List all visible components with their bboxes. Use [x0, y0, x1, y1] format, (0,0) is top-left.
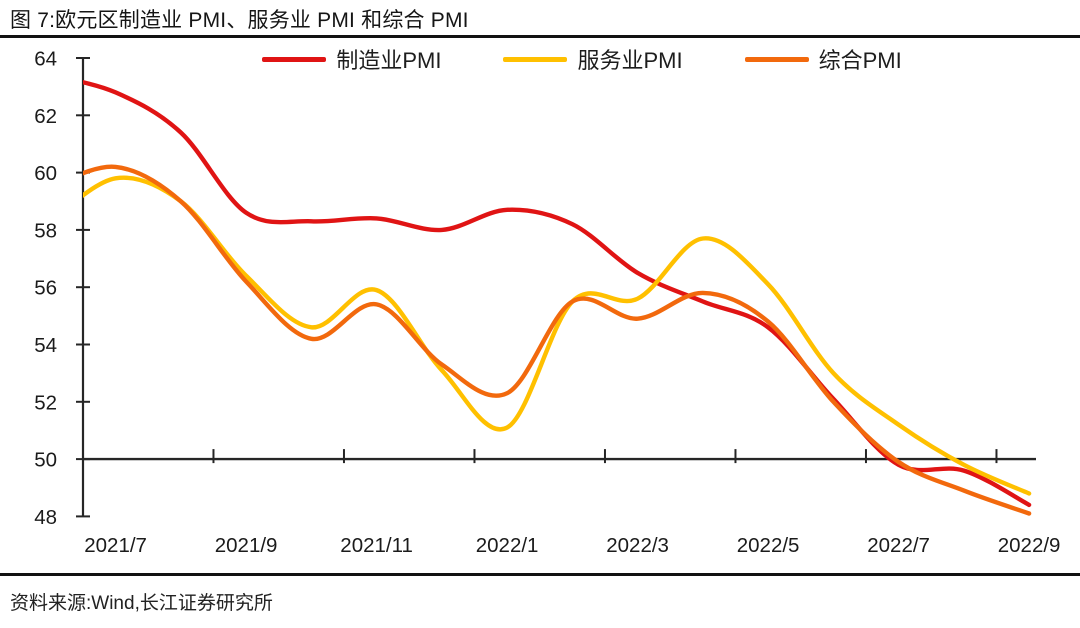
x-tick-label: 2022/1: [476, 534, 539, 557]
x-tick-label: 2022/9: [998, 534, 1061, 557]
composite-pmi-line: [83, 164, 1032, 516]
legend-swatch: [262, 56, 327, 62]
services-pmi-line: [83, 175, 1032, 496]
figure-source: 资料来源:Wind,长江证券研究所: [0, 573, 1080, 628]
x-tick-label: 2022/5: [737, 534, 800, 557]
y-tick-label: 64: [34, 48, 57, 71]
source-text: 资料来源:Wind,长江证券研究所: [10, 593, 273, 614]
x-tick-label: 2022/7: [867, 534, 930, 557]
legend-item-services-pmi: 服务业PMI: [503, 43, 683, 75]
figure-header: 图 7:欧元区制造业 PMI、服务业 PMI 和综合 PMI: [0, 0, 1080, 38]
chart-legend: 制造业PMI 服务业PMI 综合PMI: [0, 44, 1080, 74]
x-tick-label: 2021/11: [340, 534, 413, 557]
y-tick-label: 60: [34, 162, 57, 185]
x-tick-label: 2021/9: [215, 534, 278, 557]
manufacturing-pmi-line: [83, 79, 1032, 508]
legend-label: 服务业PMI: [577, 48, 683, 73]
legend-label: 制造业PMI: [336, 48, 442, 73]
chart-area: 48 50 52 54 56 58 60 62 64 2021/7 2021/9 2021/11 202…: [34, 48, 1061, 558]
y-tick-label: 50: [34, 449, 57, 472]
x-tick-label: 2022/3: [606, 534, 669, 557]
x-tick-label: 2021/7: [84, 534, 147, 557]
legend-item-composite-pmi: 综合PMI: [744, 43, 902, 75]
y-tick-label: 54: [34, 334, 57, 357]
figure-title: 图 7:欧元区制造业 PMI、服务业 PMI 和综合 PMI: [10, 9, 469, 32]
pmi-line-chart: 48 50 52 54 56 58 60 62 64 2021/7 2021/9 2021/11 202…: [34, 48, 1061, 558]
legend-swatch: [503, 56, 568, 62]
y-tick-label: 52: [34, 391, 57, 414]
legend-item-manufacturing-pmi: 制造业PMI: [262, 43, 441, 75]
legend-label: 综合PMI: [818, 48, 902, 73]
y-tick-label: 58: [34, 219, 57, 242]
y-tick-label: 56: [34, 277, 57, 300]
y-tick-label: 48: [34, 506, 57, 529]
y-tick-label: 62: [34, 105, 57, 128]
legend-swatch: [744, 56, 809, 62]
